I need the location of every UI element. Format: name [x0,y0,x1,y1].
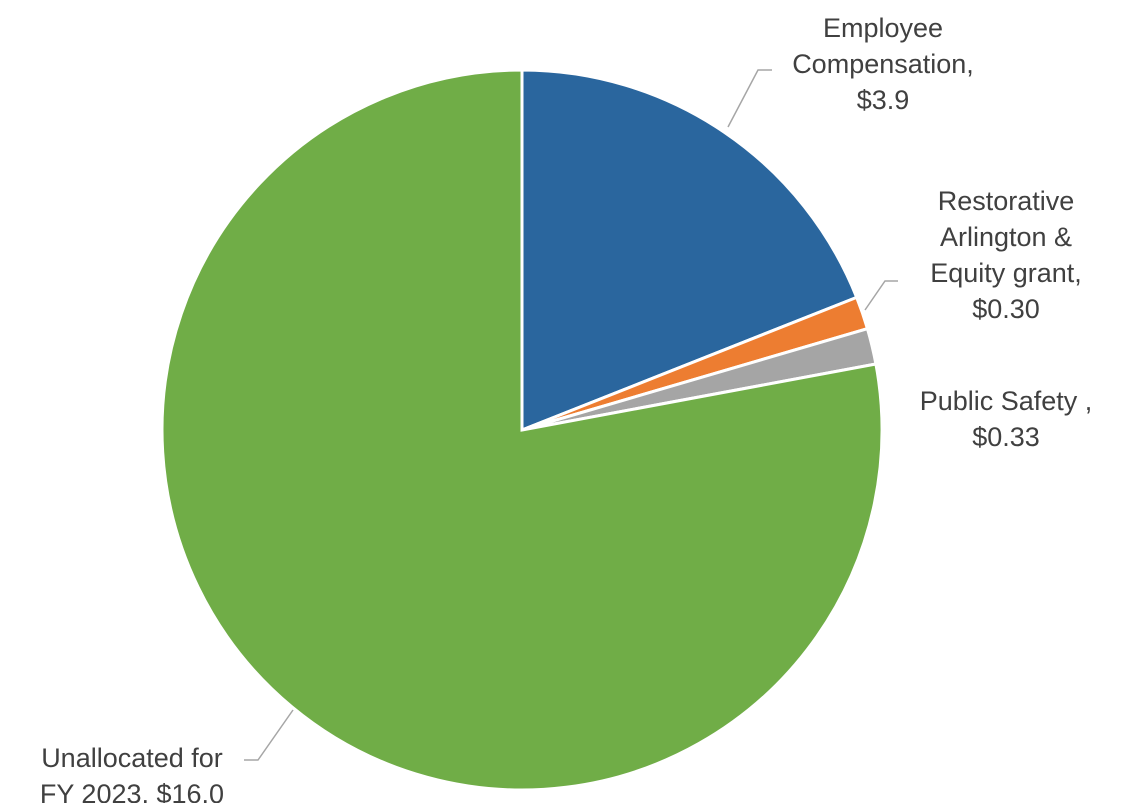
data-label-public-safety: Public Safety , $0.33 [920,386,1093,452]
leader-line-employee-compensation [727,69,772,128]
data-label-line: Employee [823,13,943,43]
data-label-line: Restorative [938,186,1075,216]
data-label-unallocated-for-fy-2023: Unallocated for FY 2023, $16.0 [40,743,224,803]
data-label-restorative-arlington-equity-grant: Restorative Arlington & Equity grant, $0.30 [930,186,1082,324]
data-label-line: $0.30 [972,294,1040,324]
leader-lines [244,69,898,761]
data-label-line: $0.33 [972,422,1040,452]
leader-line-restorative-arlington-equity-grant [864,280,898,311]
pie-slice-employee-compensation [520,68,859,433]
leader-line-unallocated-for-fy-2023 [244,709,294,761]
data-labels: Employee Compensation, $3.9 Restorative Arli… [40,13,1092,803]
pie-slice-unallocated-for-fy-2023 [160,68,884,792]
data-label-line: Arlington & [940,222,1072,252]
pie-slices [160,68,884,792]
data-label-line: Compensation, [792,49,974,79]
data-label-line: Public Safety , [920,386,1093,416]
data-label-line: FY 2023, $16.0 [40,779,224,803]
data-label-line: $3.9 [857,85,910,115]
data-label-line: Equity grant, [930,258,1082,288]
data-label-employee-compensation: Employee Compensation, $3.9 [792,13,974,115]
data-label-line: Unallocated for [41,743,223,773]
